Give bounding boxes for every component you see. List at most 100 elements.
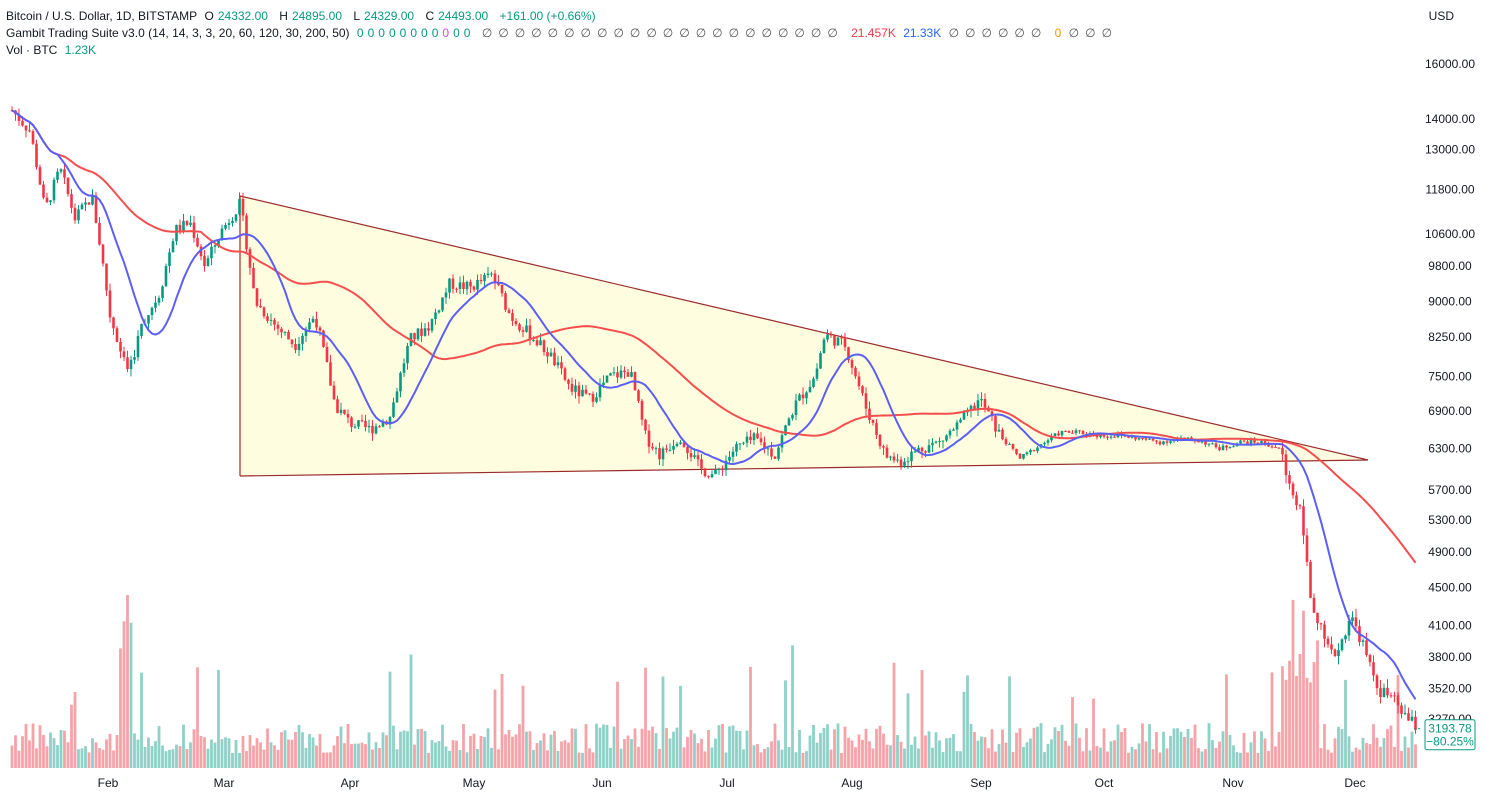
volume-bar: [1116, 724, 1120, 768]
candle-body: [1169, 441, 1172, 443]
candle-body: [157, 298, 161, 303]
candle-body: [885, 447, 889, 458]
volume-bar: [353, 743, 357, 768]
candle-body: [308, 322, 311, 330]
candle-body: [766, 448, 770, 450]
indicator-zero: 0: [421, 26, 428, 40]
candle-body: [829, 334, 833, 336]
candle-body: [315, 318, 318, 328]
x-tick-label: Aug: [841, 776, 862, 790]
candle-body: [1032, 450, 1036, 452]
volume-bar: [549, 734, 553, 768]
indicator-null: ∅: [596, 26, 608, 40]
volume-bar: [1113, 740, 1116, 768]
volume-bar: [882, 733, 885, 768]
volume-bar: [861, 739, 864, 768]
volume-bar: [455, 740, 458, 768]
candle-body: [24, 125, 28, 131]
candle-body: [763, 442, 766, 449]
candle-body: [126, 357, 129, 369]
volume-bar: [1169, 735, 1172, 768]
volume-bar: [1106, 751, 1109, 768]
candle-body: [1242, 440, 1246, 442]
volume-bar: [1081, 751, 1085, 768]
candle-body: [322, 330, 325, 347]
volume-bar: [315, 745, 318, 768]
volume-bar: [784, 680, 787, 768]
candle-body: [640, 400, 644, 420]
volume-bar: [129, 622, 133, 768]
volume-legend[interactable]: Vol · BTC 1.23K: [6, 42, 100, 58]
volume-bar: [448, 750, 451, 768]
volume-bar: [826, 724, 829, 768]
candle-body: [217, 240, 220, 246]
last-price-change: −80.25%: [1426, 735, 1474, 749]
indicator-null: ∅: [514, 26, 526, 40]
volume-bar: [983, 737, 987, 768]
volume-bar: [1046, 743, 1050, 768]
volume-bar: [1410, 731, 1414, 768]
candle-body: [668, 449, 672, 451]
candle-body: [826, 334, 829, 340]
candle-body: [1141, 438, 1144, 440]
candle-body: [318, 327, 322, 331]
volume-bar: [1057, 731, 1060, 768]
volume-bar: [171, 749, 175, 768]
volume-bar: [1375, 737, 1379, 768]
candle-body: [469, 281, 472, 287]
candle-body: [759, 438, 763, 443]
candle-body: [1162, 441, 1165, 445]
candle-body: [1113, 436, 1116, 438]
volume-bar: [28, 740, 31, 768]
volume-bar: [945, 738, 948, 768]
candle-body: [269, 319, 273, 321]
candle-body: [1004, 439, 1008, 445]
volume-bar: [217, 670, 220, 768]
volume-bar: [91, 738, 94, 768]
candle-body: [45, 197, 49, 203]
volume-bar: [1249, 742, 1253, 768]
candle-body: [84, 202, 87, 205]
volume-bar: [1386, 729, 1389, 768]
volume-bar: [1281, 666, 1284, 768]
volume-bar: [906, 693, 910, 768]
volume-bar: [84, 746, 87, 768]
candle-body: [521, 330, 525, 332]
candle-body: [1361, 640, 1365, 642]
volume-bar: [1158, 752, 1162, 768]
volume-bar: [735, 730, 738, 768]
candle-body: [703, 468, 707, 477]
volume-bar: [1039, 723, 1043, 768]
candle-body: [581, 389, 584, 397]
candle-body: [1274, 446, 1277, 448]
volume-bar: [987, 748, 990, 768]
candle-body: [1109, 436, 1113, 438]
volume-bar: [1053, 727, 1057, 768]
volume-bar: [280, 732, 283, 768]
candle-body: [35, 143, 38, 168]
candle-body: [175, 224, 178, 242]
volume-bar: [924, 735, 927, 768]
volume-bar: [287, 739, 290, 768]
candle-body: [1127, 436, 1130, 438]
indicator-legend[interactable]: Gambit Trading Suite v3.0 (14, 14, 3, 3,…: [6, 25, 1122, 41]
volume-bar: [115, 734, 119, 768]
volume-bar: [920, 669, 924, 768]
candle-body: [1256, 442, 1260, 444]
candle-body: [1218, 447, 1221, 451]
candle-body: [542, 340, 546, 353]
volume-bar: [329, 752, 332, 768]
indicator-null-values-3: ∅ ∅ ∅: [1069, 26, 1118, 40]
triangle-pattern: [239, 195, 1369, 477]
volume-bar: [427, 752, 430, 768]
ma-slow-line: [11, 109, 1417, 564]
candle-body: [392, 402, 395, 417]
candle-body: [448, 278, 451, 293]
candle-body: [710, 474, 714, 478]
candle-body: [948, 430, 952, 436]
volume-bar: [647, 730, 651, 768]
candle-body: [1393, 695, 1396, 697]
x-tick-label: May: [463, 776, 486, 790]
